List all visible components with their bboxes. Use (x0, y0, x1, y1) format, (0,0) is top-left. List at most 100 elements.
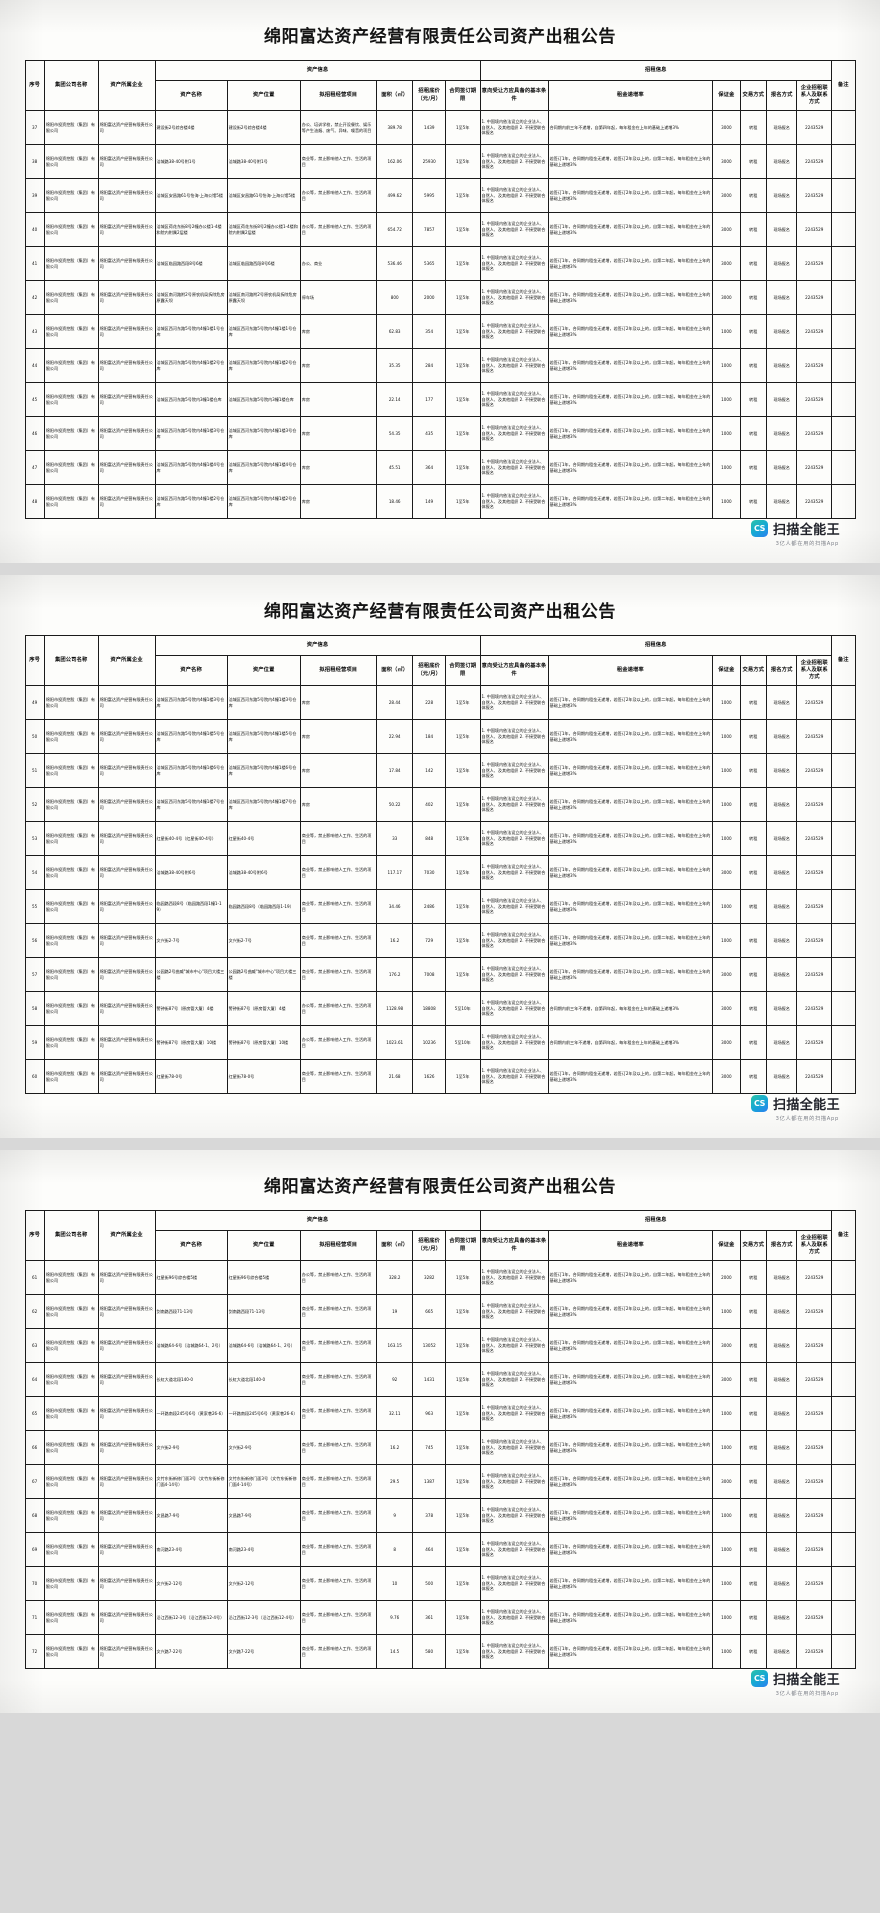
row-remark (831, 450, 856, 485)
row-conditions: 1. 中国境内依法设立的企业法人、自然人、及其他组织 2. 不接受联合体报名 (479, 1025, 549, 1060)
row-conditions: 1. 中国境内依法设立的企业法人、自然人、及其他组织 2. 不接受联合体报名 (479, 855, 549, 890)
row-rent-increase: 若签订1年，合同期内租金无递增，若签订2年及以上的，自第二年起，每年租金在上年的… (547, 144, 714, 179)
row-remark (831, 178, 856, 213)
row-index: 61 (24, 1260, 45, 1295)
row-trade-method: 转租 (739, 1025, 767, 1060)
row-area: 8 (375, 1532, 414, 1567)
row-price: 2486 (412, 889, 446, 924)
row-apply-method: 现场报名 (765, 685, 798, 720)
row-term: 1至5年 (444, 1430, 481, 1465)
row-trade-method: 转租 (739, 280, 767, 315)
row-term: 1至5年 (444, 889, 481, 924)
table-row: 56 绵阳市投资控股（集团）有限公司 绵阳富达资产经营有限责任公司 文兴街2-7号 文兴… (24, 923, 856, 958)
row-group-company: 绵阳市投资控股（集团）有限公司 (43, 991, 99, 1026)
table-row: 64 绵阳市投资控股（集团）有限公司 绵阳富达资产经营有限责任公司 长虹大道北段140… (24, 1362, 856, 1397)
row-term: 1至5年 (444, 753, 481, 788)
row-apply-method: 现场报名 (765, 348, 798, 383)
row-remark (831, 685, 856, 720)
row-project: 商业等，禁止影响他人工作、生活的项目 (299, 1464, 377, 1499)
row-price: 500 (412, 1566, 446, 1601)
row-index: 71 (24, 1600, 45, 1635)
row-area: 62.83 (375, 314, 414, 349)
row-price: 378 (412, 1498, 446, 1533)
row-apply-method: 现场报名 (765, 144, 798, 179)
camscanner-watermark: CS 扫描全能王 3亿人都在用的扫描App (0, 1094, 880, 1138)
col-apply-method: 报名方式 (765, 655, 798, 686)
row-project: 库房 (299, 787, 377, 822)
row-owner-enterprise: 绵阳富达资产经营有限责任公司 (97, 1464, 156, 1499)
row-contact: 2243529 (796, 1362, 833, 1397)
page-separator (0, 563, 880, 575)
row-asset-name: 文兴街2-7号 (154, 923, 228, 958)
row-price: 364 (412, 450, 446, 485)
row-asset-location: 涪城区西河东路5号院内4幢1楼5号仓库 (226, 719, 301, 754)
row-conditions: 1. 中国境内依法设立的企业法人、自然人、及其他组织 2. 不接受联合体报名 (479, 685, 549, 720)
row-asset-location: 文竹东街新修门面3号（文竹东街新修门面4-14号） (226, 1464, 301, 1499)
row-asset-name: 涪城区西河东路5号院内4幢1楼2号仓库 (154, 484, 228, 519)
row-owner-enterprise: 绵阳富达资产经营有限责任公司 (97, 416, 156, 451)
group-header-asset-info: 资产信息 (154, 60, 481, 81)
group-header-asset-info: 资产信息 (154, 635, 481, 656)
col-remark: 备注 (831, 1210, 856, 1261)
row-remark (831, 1498, 856, 1533)
row-index: 67 (24, 1464, 45, 1499)
row-apply-method: 现场报名 (765, 1600, 798, 1635)
col-asset-location: 资产位置 (226, 80, 301, 111)
col-contact: 企业招租联系人及联系方式 (796, 80, 833, 111)
page-separator (0, 1138, 880, 1150)
row-term: 1至5年 (444, 1059, 481, 1094)
camscanner-logo-icon: CS (750, 1670, 768, 1687)
asset-rental-table: 序号 集团公司名称 资产所属企业 资产信息 招租信息 备注 资产名称 资产位置 … (24, 60, 856, 519)
row-rent-increase: 若签订1年，合同期内租金无递增，若签订2年及以上的，自第二年起，每年租金在上年的… (547, 348, 714, 383)
row-trade-method: 转租 (739, 1498, 767, 1533)
row-asset-name: 文兴街2-9号 (154, 1430, 228, 1465)
row-contact: 2243529 (796, 1634, 833, 1669)
col-contact: 企业招租联系人及联系方式 (796, 1230, 833, 1261)
row-deposit: 1000 (712, 1566, 741, 1601)
row-contact: 2243529 (796, 212, 833, 247)
row-apply-method: 现场报名 (765, 923, 798, 958)
row-asset-location: 文兴街2-7号 (226, 923, 301, 958)
row-group-company: 绵阳市投资控股（集团）有限公司 (43, 685, 99, 720)
row-contact: 2243529 (796, 1532, 833, 1567)
row-project: 办公等，禁止影响他人工作、生活的项目 (299, 212, 377, 247)
row-conditions: 1. 中国境内依法设立的企业法人、自然人、及其他组织 2. 不接受联合体报名 (479, 314, 549, 349)
row-group-company: 绵阳市投资控股（集团）有限公司 (43, 957, 99, 992)
row-asset-location: 文兴街2-9号 (226, 1430, 301, 1465)
col-area: 面积（㎡） (375, 655, 414, 686)
camscanner-tagline: 3亿人都在用的扫描App (775, 541, 839, 547)
row-apply-method: 现场报名 (765, 212, 798, 247)
row-rent-increase: 若签订1年，合同期内租金无递增，若签订2年及以上的，自第二年起，每年租金在上年的… (547, 1464, 714, 1499)
group-header-rent-info: 招租信息 (479, 1210, 833, 1231)
row-rent-increase: 合同期内前三年不递增，自第四年起，每年租金在上年的基础上递增3% (547, 1025, 714, 1060)
row-contact: 2243529 (796, 1294, 833, 1329)
row-contact: 2243529 (796, 719, 833, 754)
row-group-company: 绵阳市投资控股（集团）有限公司 (43, 889, 99, 924)
scanned-page: 绵阳富达资产经营有限责任公司资产出租公告 序号 集团公司名称 资产所属企业 资产… (0, 575, 880, 1138)
row-owner-enterprise: 绵阳富达资产经营有限责任公司 (97, 991, 156, 1026)
row-project: 库房 (299, 450, 377, 485)
row-project: 停车场 (299, 280, 377, 315)
row-price: 354 (412, 314, 446, 349)
row-asset-location: 涪城区西河东路5号院内4幢1楼2号仓库 (226, 484, 301, 519)
table-row: 38 绵阳市投资控股（集团）有限公司 绵阳富达资产经营有限责任公司 涪城路38-40号… (24, 144, 856, 179)
row-group-company: 绵阳市投资控股（集团）有限公司 (43, 719, 99, 754)
row-owner-enterprise: 绵阳富达资产经营有限责任公司 (97, 957, 156, 992)
row-owner-enterprise: 绵阳富达资产经营有限责任公司 (97, 923, 156, 958)
row-owner-enterprise: 绵阳富达资产经营有限责任公司 (97, 212, 156, 247)
row-index: 50 (24, 719, 45, 754)
row-group-company: 绵阳市投资控股（集团）有限公司 (43, 246, 99, 281)
row-trade-method: 转租 (739, 1566, 767, 1601)
row-price: 18808 (412, 991, 446, 1026)
row-remark (831, 1532, 856, 1567)
camscanner-watermark: CS 扫描全能王 3亿人都在用的扫描App (0, 519, 880, 563)
row-rent-increase: 若签订1年，合同期内租金无递增，若签订2年及以上的，自第二年起，每年租金在上年的… (547, 484, 714, 519)
row-asset-name: 涪城区西河东路5号院内4幢1楼7号仓库 (154, 787, 228, 822)
row-asset-location: 涪城区西河东路5号院内4幢1楼2号仓库 (226, 348, 301, 383)
row-price: 7030 (412, 855, 446, 890)
row-index: 53 (24, 821, 45, 856)
col-rent-increase: 租金递增率 (547, 655, 714, 686)
row-remark (831, 991, 856, 1026)
row-term: 1至5年 (444, 685, 481, 720)
row-apply-method: 现场报名 (765, 719, 798, 754)
